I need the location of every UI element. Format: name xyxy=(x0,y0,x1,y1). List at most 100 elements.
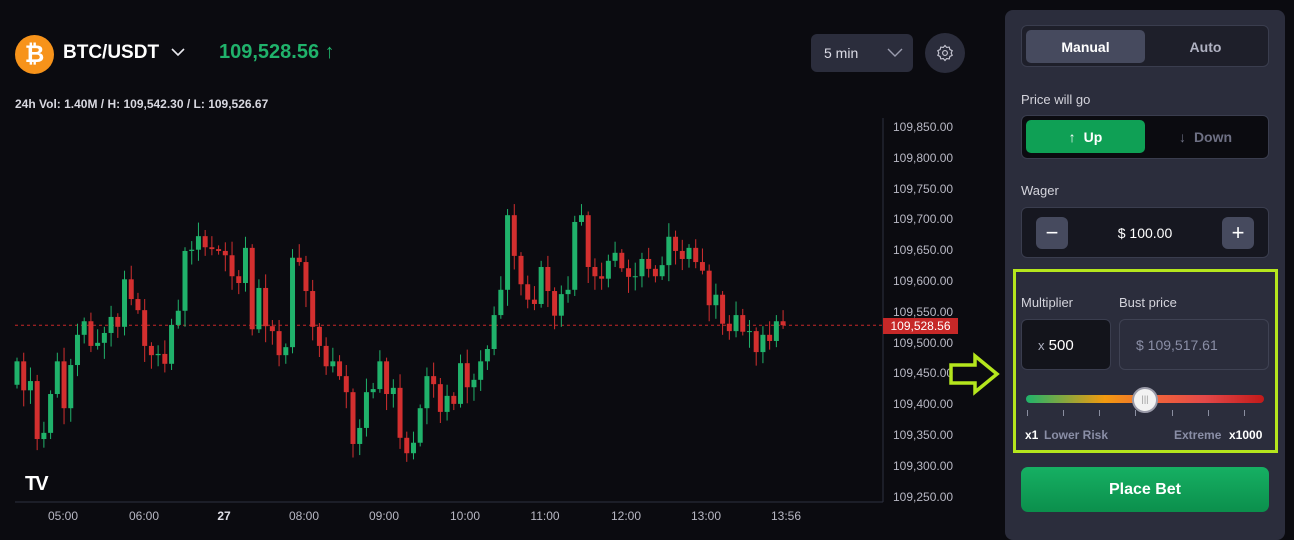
candle-body xyxy=(780,321,786,326)
candle-body xyxy=(68,365,74,409)
candle-body xyxy=(431,376,437,385)
candle-body xyxy=(410,442,416,454)
candle-body xyxy=(310,291,316,327)
current-price: 109,528.56 ↑ xyxy=(219,41,335,64)
candle-body xyxy=(209,247,215,250)
candle-body xyxy=(21,361,27,391)
increase-wager-button[interactable]: + xyxy=(1222,217,1254,249)
candle-body xyxy=(505,215,511,290)
candle-body xyxy=(88,321,94,346)
down-label: Down xyxy=(1193,128,1233,145)
slider-tick xyxy=(1244,410,1245,416)
slider-min-caption: Lower Risk xyxy=(1044,428,1109,442)
y-tick-label: 109,450.00 xyxy=(893,366,954,381)
tab-auto[interactable]: Auto xyxy=(1189,38,1222,55)
candle-body xyxy=(525,284,531,300)
candle-body xyxy=(679,250,685,259)
candle-body xyxy=(162,353,168,364)
candle-body xyxy=(222,250,228,256)
slider-tick xyxy=(1135,410,1136,416)
y-tick-label: 109,250.00 xyxy=(893,489,954,504)
tradingview-logo[interactable]: TV xyxy=(25,473,49,495)
multiplier-input[interactable]: x 500 xyxy=(1021,319,1111,370)
candle-body xyxy=(397,387,403,438)
candle-body xyxy=(14,361,20,385)
candle-body xyxy=(538,266,544,304)
candle-body xyxy=(54,361,60,395)
candle-body xyxy=(746,331,752,333)
candle-body xyxy=(74,334,80,366)
candle-body xyxy=(753,331,759,353)
price-value: 109,528.56 xyxy=(219,41,320,63)
arrow-down-icon: ↓ xyxy=(1178,128,1186,145)
slider-tick xyxy=(1027,410,1028,416)
candle-body xyxy=(773,321,779,341)
candle-body xyxy=(303,262,309,292)
candle-body xyxy=(350,392,356,444)
settings-button[interactable] xyxy=(925,33,965,73)
up-button[interactable]: ↑ Up xyxy=(1026,120,1145,153)
candle-body xyxy=(135,299,141,311)
candle-body xyxy=(229,255,235,277)
candle-body xyxy=(699,262,705,271)
slider-thumb[interactable]: ||| xyxy=(1132,387,1158,413)
market-stats: 24h Vol: 1.40M / H: 109,542.30 / L: 109,… xyxy=(15,97,269,111)
candle-body xyxy=(444,395,450,412)
x-tick-label: 27 xyxy=(217,509,231,523)
direction-toggle: ↑ Up ↓ Down xyxy=(1021,115,1269,159)
candle-body xyxy=(484,349,490,362)
candle-body xyxy=(404,437,410,454)
candle-body xyxy=(626,268,632,277)
candlestick-chart[interactable] xyxy=(0,110,1000,510)
candle-body xyxy=(451,395,457,404)
y-tick-label: 109,800.00 xyxy=(893,150,954,165)
candle-body xyxy=(639,258,645,277)
candle-body xyxy=(585,215,591,267)
multiplier-label: Multiplier xyxy=(1021,295,1074,310)
candle-body xyxy=(726,323,732,332)
decrease-wager-button[interactable]: − xyxy=(1036,217,1068,249)
x-tick-label: 05:00 xyxy=(47,509,79,523)
candle-body xyxy=(296,257,302,263)
candle-body xyxy=(27,381,33,391)
candle-body xyxy=(242,247,248,284)
bitcoin-icon: ₿ xyxy=(15,35,54,74)
y-tick-label: 109,700.00 xyxy=(893,212,954,227)
candle-body xyxy=(283,347,289,356)
candle-body xyxy=(269,326,275,332)
candle-body xyxy=(122,279,128,327)
candle-body xyxy=(357,427,363,444)
candle-body xyxy=(518,255,524,285)
wager-input[interactable]: $ 100.00 xyxy=(1117,225,1173,241)
down-button[interactable]: ↓ Down xyxy=(1146,120,1265,153)
candle-body xyxy=(478,361,484,380)
y-tick-label: 109,350.00 xyxy=(893,428,954,442)
y-tick-label: 109,750.00 xyxy=(893,181,954,196)
candle-body xyxy=(148,345,154,356)
y-tick-label: 109,500.00 xyxy=(893,335,954,350)
chevron-down-icon[interactable] xyxy=(170,44,186,60)
candle-body xyxy=(498,289,504,316)
arrow-right-icon xyxy=(949,352,1000,396)
candle-body xyxy=(155,353,161,356)
multiplier-value: 500 xyxy=(1048,337,1074,354)
gear-icon xyxy=(937,44,953,62)
up-label: Up xyxy=(1083,128,1103,145)
bust-price-label: Bust price xyxy=(1119,295,1177,310)
place-bet-button[interactable]: Place Bet xyxy=(1021,467,1269,512)
y-tick-label: 109,650.00 xyxy=(893,243,954,258)
candle-body xyxy=(713,294,719,306)
slider-max-caption: Extreme xyxy=(1174,428,1222,442)
candle-body xyxy=(263,287,269,327)
arrow-up-icon: ↑ xyxy=(1068,128,1076,145)
pair-selector[interactable]: BTC/USDT xyxy=(63,42,160,63)
tab-manual[interactable]: Manual xyxy=(1026,30,1145,63)
timeframe-select[interactable]: 5 min xyxy=(811,34,913,72)
wager-label: Wager xyxy=(1021,183,1059,198)
candle-body xyxy=(437,384,443,412)
mode-toggle: Manual Auto xyxy=(1021,25,1269,67)
y-tick-label: 109,550.00 xyxy=(893,304,954,319)
candle-body xyxy=(767,334,773,341)
candle-body xyxy=(652,268,658,277)
candle-body xyxy=(216,249,222,251)
